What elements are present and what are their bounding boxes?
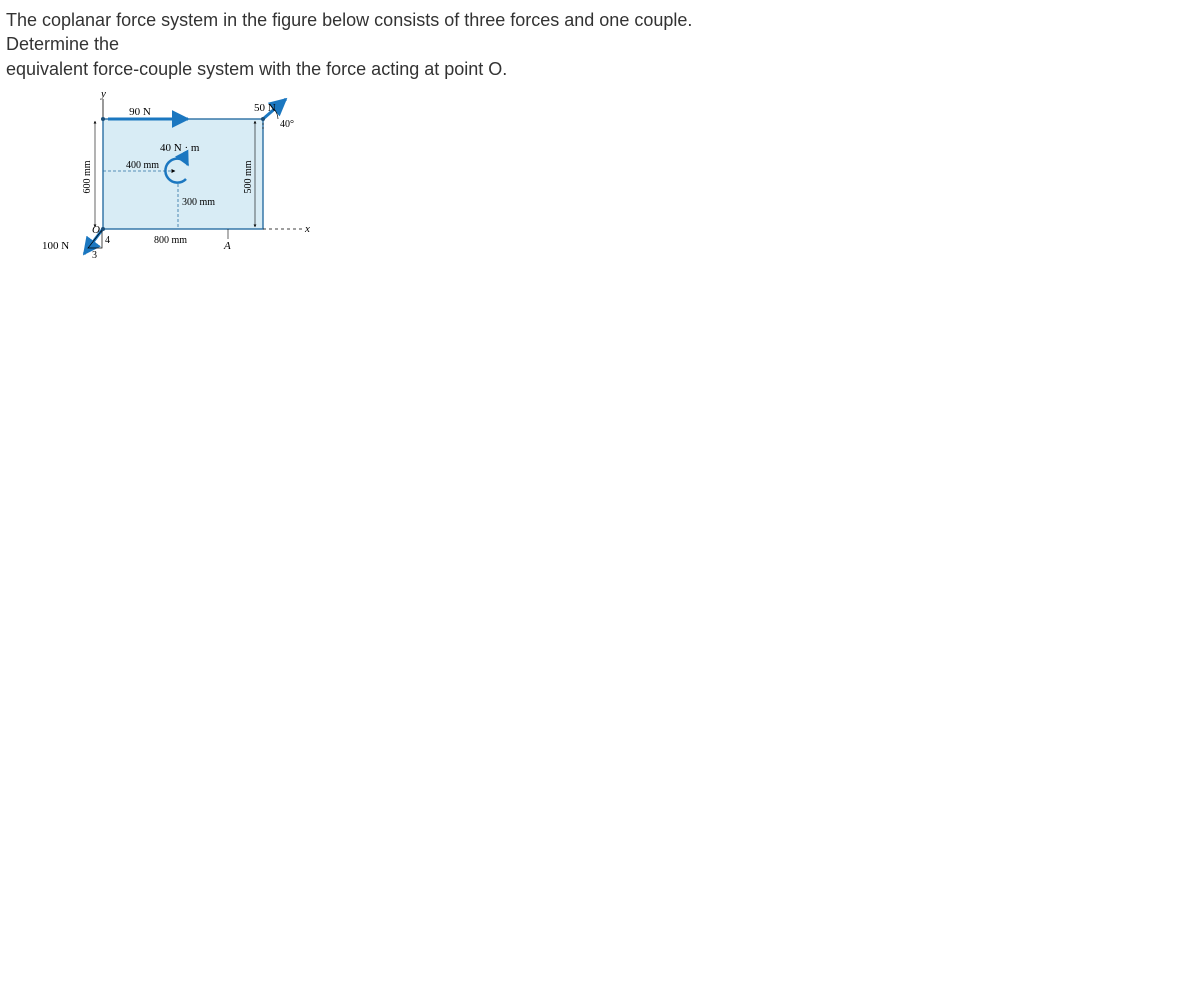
dim-800-label: 800 mm <box>154 235 187 246</box>
problem-line-2: equivalent force-couple system with the … <box>6 59 507 79</box>
problem-statement: The coplanar force system in the figure … <box>0 0 732 85</box>
corner-tl-dot <box>101 117 105 121</box>
point-o-label: O <box>92 224 100 236</box>
body-rect <box>103 119 263 229</box>
point-a-label: A <box>223 240 231 252</box>
corner-tr-dot <box>261 117 265 121</box>
force-100n-label: 100 N <box>42 240 69 252</box>
x-axis-label: x <box>304 223 310 235</box>
dim-600-label: 600 mm <box>82 160 93 193</box>
couple-label: 40 N · m <box>160 142 200 154</box>
figure: y x 90 N 50 N 40° 100 N 4 3 40 N · m 400… <box>28 91 328 291</box>
problem-line-1: The coplanar force system in the figure … <box>6 10 692 54</box>
force-90n-label: 90 N <box>129 106 151 118</box>
figure-svg: y x 90 N 50 N 40° 100 N 4 3 40 N · m 400… <box>28 91 328 291</box>
dim-500-label: 500 mm <box>243 160 254 193</box>
dim-400-label: 400 mm <box>126 160 159 171</box>
force-50n-label: 50 N <box>254 102 276 114</box>
slope-run: 3 <box>92 250 97 261</box>
angle-40-label: 40° <box>280 119 294 130</box>
slope-rise: 4 <box>105 235 110 246</box>
y-axis-label: y <box>100 91 106 100</box>
dim-300-label: 300 mm <box>182 197 215 208</box>
point-o-dot <box>101 227 105 231</box>
